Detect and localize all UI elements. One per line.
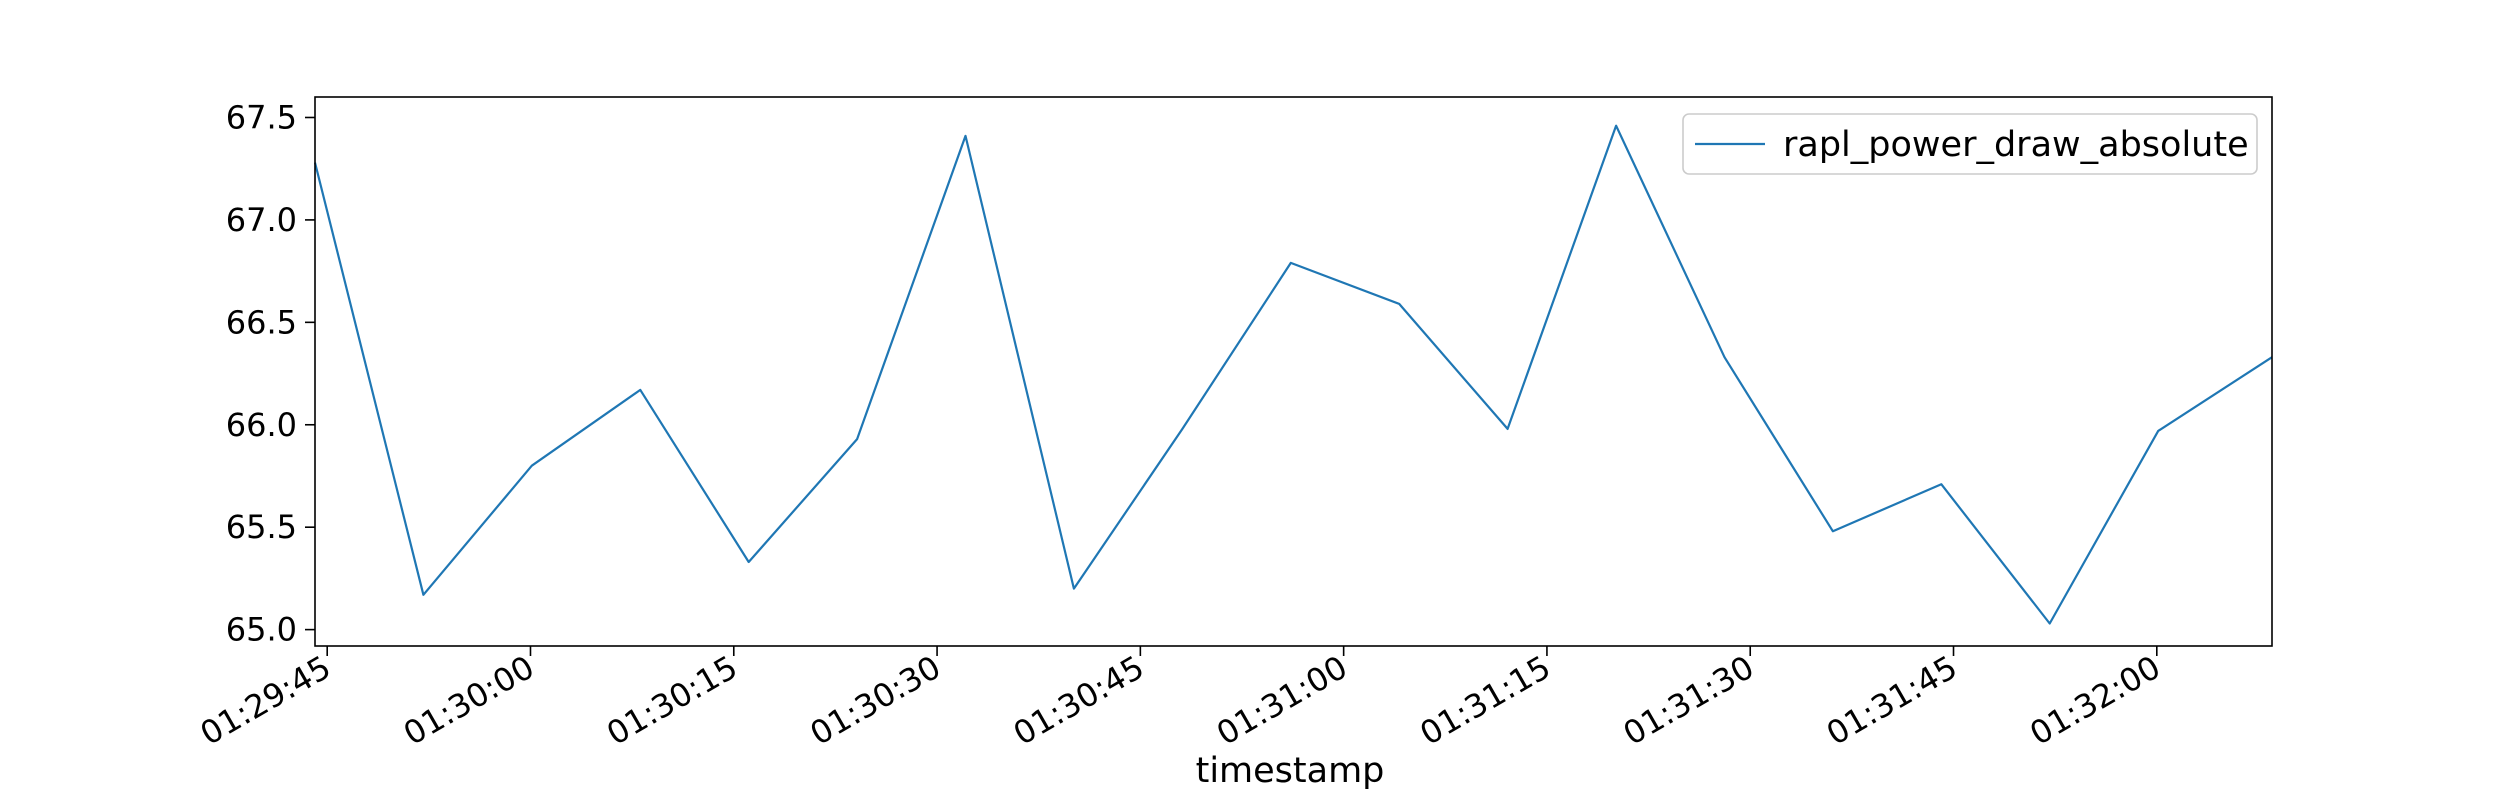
x-axis-title: timestamp	[1196, 751, 1385, 791]
legend-label: rapl_power_draw_absolute	[1783, 125, 2249, 165]
y-axis: 65.0 65.5 66.0 66.5 67.0 67.5	[226, 98, 315, 649]
x-tick-label: 01:31:15	[1413, 648, 1556, 753]
y-tick-label: 66.0	[226, 406, 297, 444]
y-tick-label: 67.0	[226, 201, 297, 239]
x-tick-label: 01:30:30	[804, 648, 947, 753]
x-tick-label: 01:31:45	[1820, 648, 1963, 753]
x-tick-label: 01:30:45	[1007, 648, 1150, 753]
x-tick-label: 01:30:15	[600, 648, 743, 753]
x-tick-label: 01:31:30	[1617, 648, 1760, 753]
y-tick-label: 66.5	[226, 303, 297, 341]
legend-box	[1682, 113, 2258, 175]
legend: rapl_power_draw_absolute	[1682, 113, 2258, 175]
x-tick-label: 01:32:00	[2023, 648, 2166, 753]
y-tick-label: 65.5	[226, 508, 297, 546]
series-line-0	[313, 124, 2273, 625]
x-tick-label: 01:31:00	[1210, 648, 1353, 753]
plot-area	[313, 96, 2273, 647]
x-tick-label: 01:30:00	[397, 648, 540, 753]
y-tick-label: 65.0	[226, 611, 297, 649]
plot-frame	[314, 96, 2273, 647]
x-tick-label: 01:29:45	[194, 648, 337, 753]
y-tick-label: 67.5	[226, 98, 297, 136]
x-axis: 01:29:45 01:30:00 01:30:15 01:30:30 01:30:45…	[194, 646, 2167, 753]
